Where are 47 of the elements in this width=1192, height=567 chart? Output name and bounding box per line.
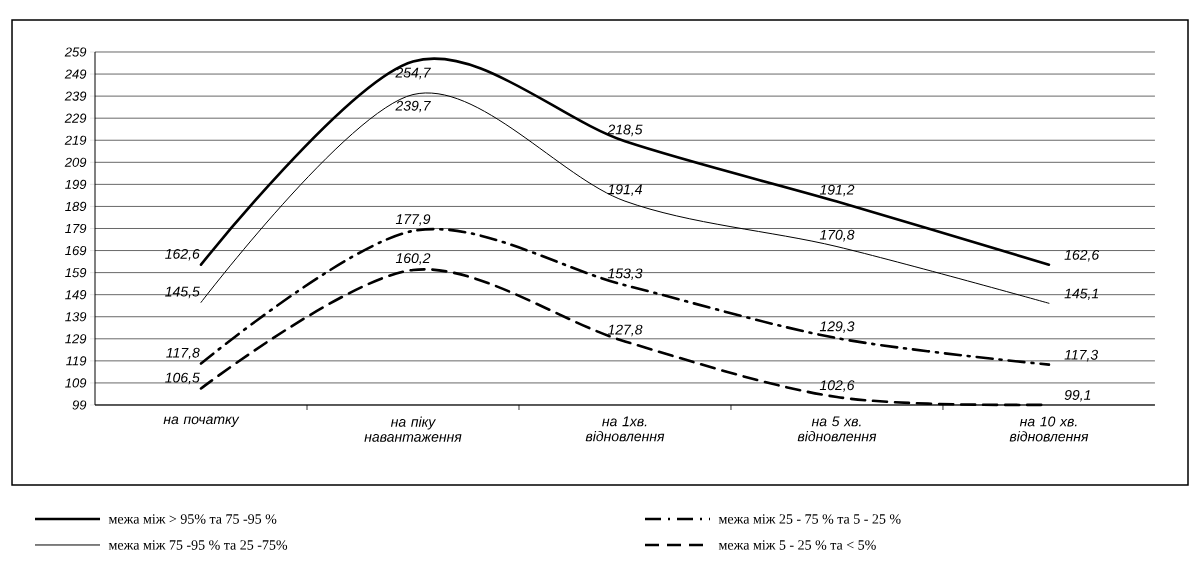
legend-label: межа між 25 - 75 % та 5 - 25 %: [718, 514, 901, 524]
x-tick-label: на 10 хв. відновлення: [1009, 416, 1089, 442]
y-tick-label: 249: [64, 69, 87, 79]
y-tick-label: 239: [64, 91, 87, 101]
y-tick-label: 129: [65, 334, 87, 344]
x-tick-label: на 5 хв. відновлення: [797, 416, 877, 442]
line-series: [199, 228, 1051, 366]
data-label: 254,7: [395, 67, 431, 80]
legend-label: межа між > 95% та 75 -95 %: [108, 514, 277, 524]
data-label: 177,9: [395, 214, 431, 226]
y-tick-label: 149: [65, 290, 87, 300]
data-label: 153,3: [607, 268, 643, 280]
data-label: 129,3: [819, 321, 855, 333]
y-tick-label: 159: [65, 268, 87, 278]
data-label: 170,8: [819, 229, 855, 242]
x-tick-label: на початку: [163, 416, 240, 427]
legend-label: межа між 5 - 25 % та < 5%: [718, 540, 876, 550]
data-label: 191,2: [819, 184, 855, 197]
data-label: 145,5: [165, 286, 200, 299]
data-label: 160,2: [395, 253, 431, 265]
y-tick-label: 209: [64, 157, 87, 167]
y-tick-label: 189: [65, 201, 87, 212]
data-label: 99,1: [1064, 389, 1091, 402]
y-tick-label: 119: [66, 356, 87, 366]
data-label: 117,8: [166, 347, 200, 360]
y-tick-label: 259: [64, 47, 87, 57]
data-label: 106,5: [165, 372, 200, 385]
data-label: 191,4: [607, 184, 642, 196]
x-tick-label: на піку навантаження: [364, 416, 462, 442]
y-tick-label: 199: [65, 179, 87, 189]
legend-label: межа між 75 -95 % та 25 -75%: [108, 540, 288, 550]
y-tick-label: 109: [65, 378, 87, 388]
y-tick-label: 179: [65, 223, 87, 234]
data-label: 239,7: [395, 100, 431, 113]
y-tick-label: 229: [64, 113, 87, 123]
data-label: 162,6: [165, 248, 200, 261]
data-label: 162,6: [1064, 249, 1100, 262]
x-tick-label: на 1хв. відновлення: [585, 416, 665, 442]
y-tick-label: 99: [72, 400, 87, 410]
y-tick-label: 219: [64, 135, 87, 145]
data-label: 102,6: [819, 380, 855, 392]
y-tick-label: 169: [65, 245, 87, 256]
data-label: 127,8: [607, 324, 643, 337]
data-label: 117,3: [1064, 349, 1099, 362]
data-label: 218,5: [607, 124, 643, 137]
data-label: 145,1: [1064, 288, 1098, 301]
y-tick-label: 139: [65, 312, 87, 322]
